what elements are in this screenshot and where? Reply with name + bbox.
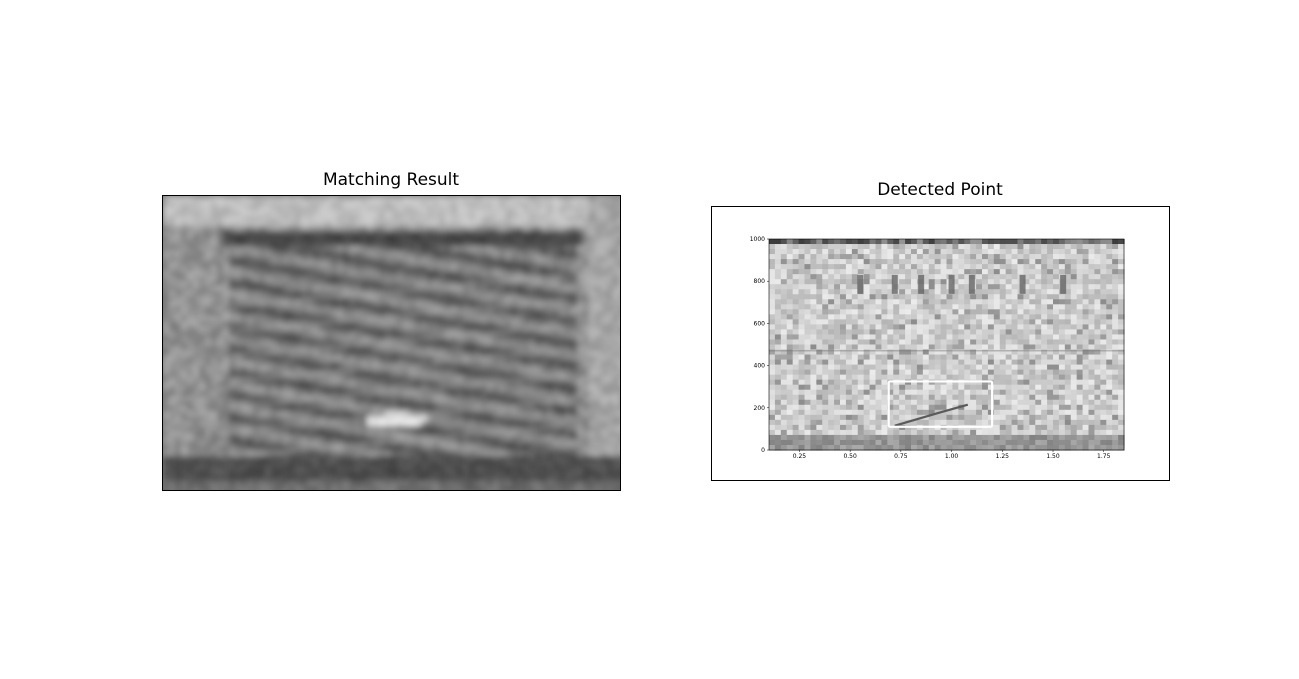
spectrogram-cells: [769, 239, 1125, 451]
y-tick-label: 800: [754, 278, 766, 285]
matching-result-heatmap: [163, 196, 620, 490]
x-tick-label: 0.25: [793, 453, 807, 460]
y-tick-label: 200: [754, 405, 766, 412]
detected-point-title: Detected Point: [877, 180, 1003, 200]
detected-point-figure: 0.25 0.50 0.75 1.00 1.25 1.50 1.75 0 200 400 600 80…: [711, 206, 1170, 481]
matching-texture: [163, 196, 620, 490]
detected-point-plot: 0.25 0.50 0.75 1.00 1.25 1.50 1.75 0 200 400 600 80…: [750, 236, 1125, 460]
y-tick-label: 0: [761, 447, 765, 454]
x-tick-label: 1.25: [996, 453, 1010, 460]
x-tick-label: 0.75: [894, 453, 908, 460]
x-tick-label: 1.75: [1097, 453, 1111, 460]
x-tick-label: 0.50: [843, 453, 857, 460]
y-tick-label: 1000: [750, 236, 765, 243]
matching-result-title: Matching Result: [322, 170, 460, 190]
y-tick-label: 400: [754, 363, 766, 370]
x-tick-label: 1.00: [945, 453, 959, 460]
y-tick-label: 600: [754, 320, 766, 327]
matching-result-image: [162, 195, 621, 491]
x-tick-label: 1.50: [1046, 453, 1060, 460]
detection-box: [887, 380, 994, 428]
plot-spines: [768, 238, 1125, 451]
